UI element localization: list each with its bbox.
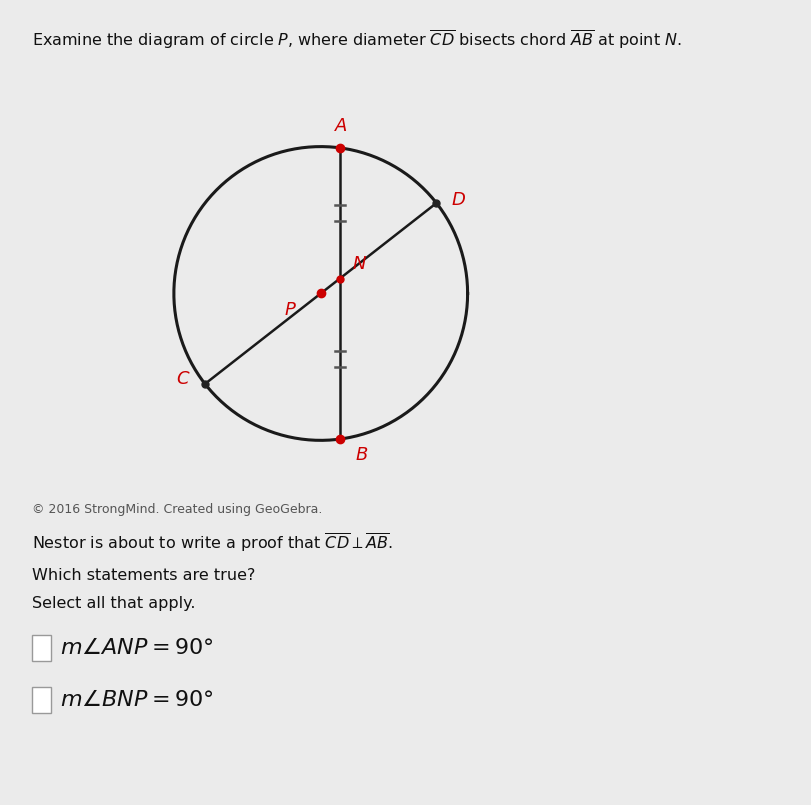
Text: $B$: $B$: [354, 447, 367, 464]
Text: © 2016 StrongMind. Created using GeoGebra.: © 2016 StrongMind. Created using GeoGebr…: [32, 503, 323, 516]
Text: $m\angle ANP = 90°$: $m\angle ANP = 90°$: [60, 637, 213, 658]
Text: $D$: $D$: [451, 191, 466, 209]
Text: $P$: $P$: [284, 301, 297, 319]
Text: $A$: $A$: [334, 117, 348, 134]
Text: $N$: $N$: [351, 254, 366, 273]
Text: Examine the diagram of circle $P$, where diameter $\overline{CD}$ bisects chord : Examine the diagram of circle $P$, where…: [32, 28, 681, 52]
Text: $C$: $C$: [175, 370, 190, 389]
Text: Which statements are true?: Which statements are true?: [32, 568, 255, 583]
Text: Nestor is about to write a proof that $\overline{CD} \perp \overline{AB}$.: Nestor is about to write a proof that $\…: [32, 531, 393, 555]
Text: $m\angle BNP = 90°$: $m\angle BNP = 90°$: [60, 689, 213, 710]
Text: Select all that apply.: Select all that apply.: [32, 596, 195, 611]
